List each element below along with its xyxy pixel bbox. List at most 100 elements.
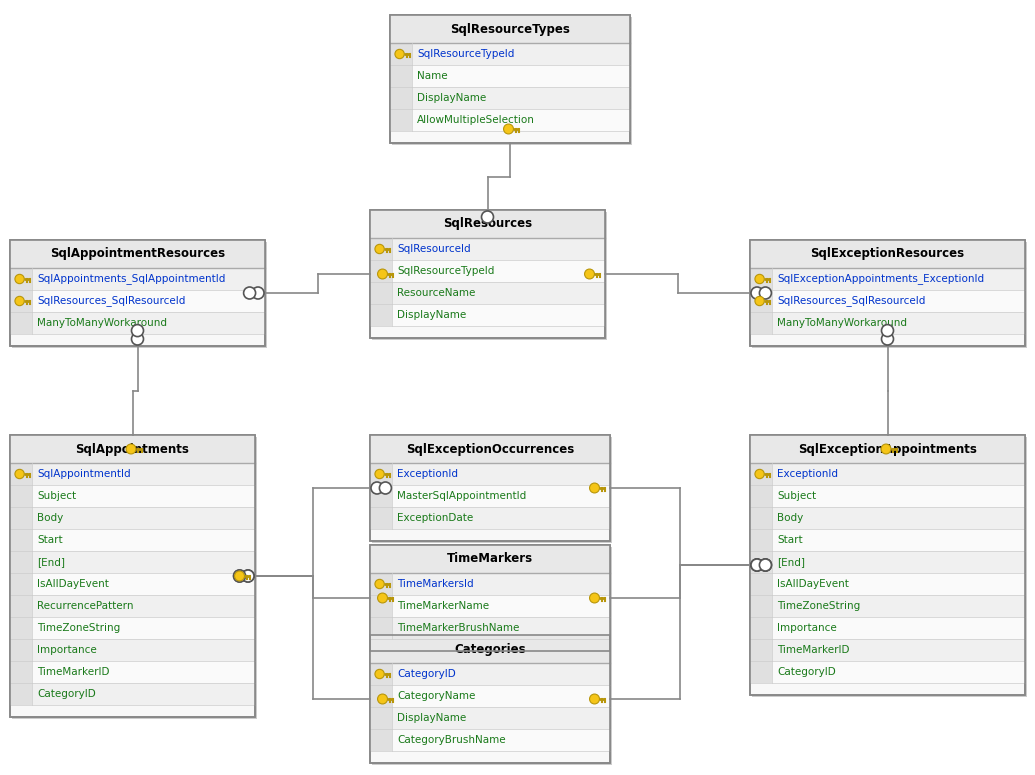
Text: SqlResources: SqlResources (443, 218, 532, 230)
Circle shape (760, 559, 771, 571)
Bar (10, 268, 32, 290)
Bar (369, 729, 610, 751)
Circle shape (881, 444, 891, 454)
Bar (750, 639, 1025, 661)
Circle shape (131, 325, 144, 336)
Bar (10, 435, 255, 463)
Circle shape (751, 559, 763, 571)
Text: TimeMarkerName: TimeMarkerName (397, 601, 490, 611)
Circle shape (375, 580, 384, 589)
Text: Start: Start (37, 535, 63, 545)
Bar (372, 547, 612, 653)
Bar (750, 529, 1025, 551)
Bar (369, 663, 610, 685)
Text: MasterSqlAppointmentId: MasterSqlAppointmentId (397, 491, 526, 501)
Bar (750, 435, 1025, 695)
Bar (369, 485, 610, 507)
Circle shape (395, 50, 405, 59)
Bar (369, 729, 392, 751)
Bar (369, 545, 610, 651)
Circle shape (252, 287, 264, 299)
Bar (10, 573, 32, 595)
Bar (750, 268, 1025, 290)
Bar (369, 573, 392, 595)
Circle shape (755, 470, 764, 479)
Bar (750, 639, 772, 661)
Bar (10, 573, 255, 595)
Bar (369, 435, 610, 541)
Bar (750, 290, 772, 312)
Bar (10, 240, 265, 268)
Bar (10, 639, 32, 661)
Circle shape (242, 570, 254, 582)
Bar (390, 87, 412, 109)
Circle shape (590, 694, 599, 704)
Text: AllowMultipleSelection: AllowMultipleSelection (417, 115, 535, 125)
Bar (10, 435, 255, 717)
Bar (369, 304, 605, 326)
Bar (10, 507, 32, 529)
Text: TimeZoneString: TimeZoneString (37, 623, 120, 633)
Bar (390, 109, 412, 131)
Bar (10, 617, 32, 639)
Bar (392, 17, 632, 145)
Bar (10, 312, 265, 334)
Text: SqlExceptionOccurrences: SqlExceptionOccurrences (406, 443, 574, 456)
Text: [End]: [End] (777, 557, 805, 567)
Text: CategoryBrushName: CategoryBrushName (397, 735, 506, 745)
Text: SqlResourceTypeId: SqlResourceTypeId (417, 49, 514, 59)
Bar (10, 507, 255, 529)
Text: DisplayName: DisplayName (397, 310, 466, 320)
Circle shape (131, 333, 144, 345)
Bar (390, 15, 630, 43)
Text: Subject: Subject (777, 491, 817, 501)
Bar (10, 290, 265, 312)
Bar (750, 312, 772, 334)
Text: CategoryID: CategoryID (777, 667, 835, 677)
Bar (372, 212, 607, 340)
Bar (369, 210, 605, 338)
Bar (10, 435, 255, 717)
Bar (369, 685, 392, 707)
Bar (369, 663, 392, 685)
Bar (390, 65, 630, 87)
Text: SqlAppointmentId: SqlAppointmentId (37, 469, 130, 479)
Text: SqlResourceId: SqlResourceId (397, 244, 471, 254)
Bar (390, 15, 630, 143)
Text: Body: Body (37, 513, 63, 523)
Bar (10, 529, 255, 551)
Bar (390, 43, 412, 65)
Circle shape (375, 244, 384, 253)
Bar (369, 304, 392, 326)
Bar (10, 595, 32, 617)
Text: Importance: Importance (37, 645, 96, 655)
Bar (750, 463, 1025, 485)
Circle shape (481, 211, 494, 223)
Text: ManyToManyWorkaround: ManyToManyWorkaround (777, 318, 907, 328)
Text: ExceptionId: ExceptionId (777, 469, 838, 479)
Bar (10, 240, 265, 346)
Circle shape (242, 570, 254, 582)
Circle shape (590, 593, 599, 603)
Text: TimeMarkerID: TimeMarkerID (37, 667, 110, 677)
Bar (10, 485, 32, 507)
Text: TimeZoneString: TimeZoneString (777, 601, 860, 611)
Bar (752, 242, 1027, 348)
Circle shape (755, 274, 764, 284)
Bar (10, 290, 32, 312)
Bar (369, 485, 392, 507)
Bar (369, 635, 610, 663)
Bar (369, 617, 610, 639)
Text: ManyToManyWorkaround: ManyToManyWorkaround (37, 318, 167, 328)
Bar (750, 617, 1025, 639)
Text: IsAllDayEvent: IsAllDayEvent (37, 579, 109, 589)
Text: SqlExceptionAppointments: SqlExceptionAppointments (798, 443, 977, 456)
Text: TimeMarkerID: TimeMarkerID (777, 645, 850, 655)
Bar (10, 240, 265, 346)
Circle shape (590, 483, 599, 493)
Text: Start: Start (777, 535, 802, 545)
Bar (750, 595, 1025, 617)
Bar (369, 595, 392, 617)
Text: ExceptionId: ExceptionId (397, 469, 459, 479)
Bar (369, 595, 610, 617)
